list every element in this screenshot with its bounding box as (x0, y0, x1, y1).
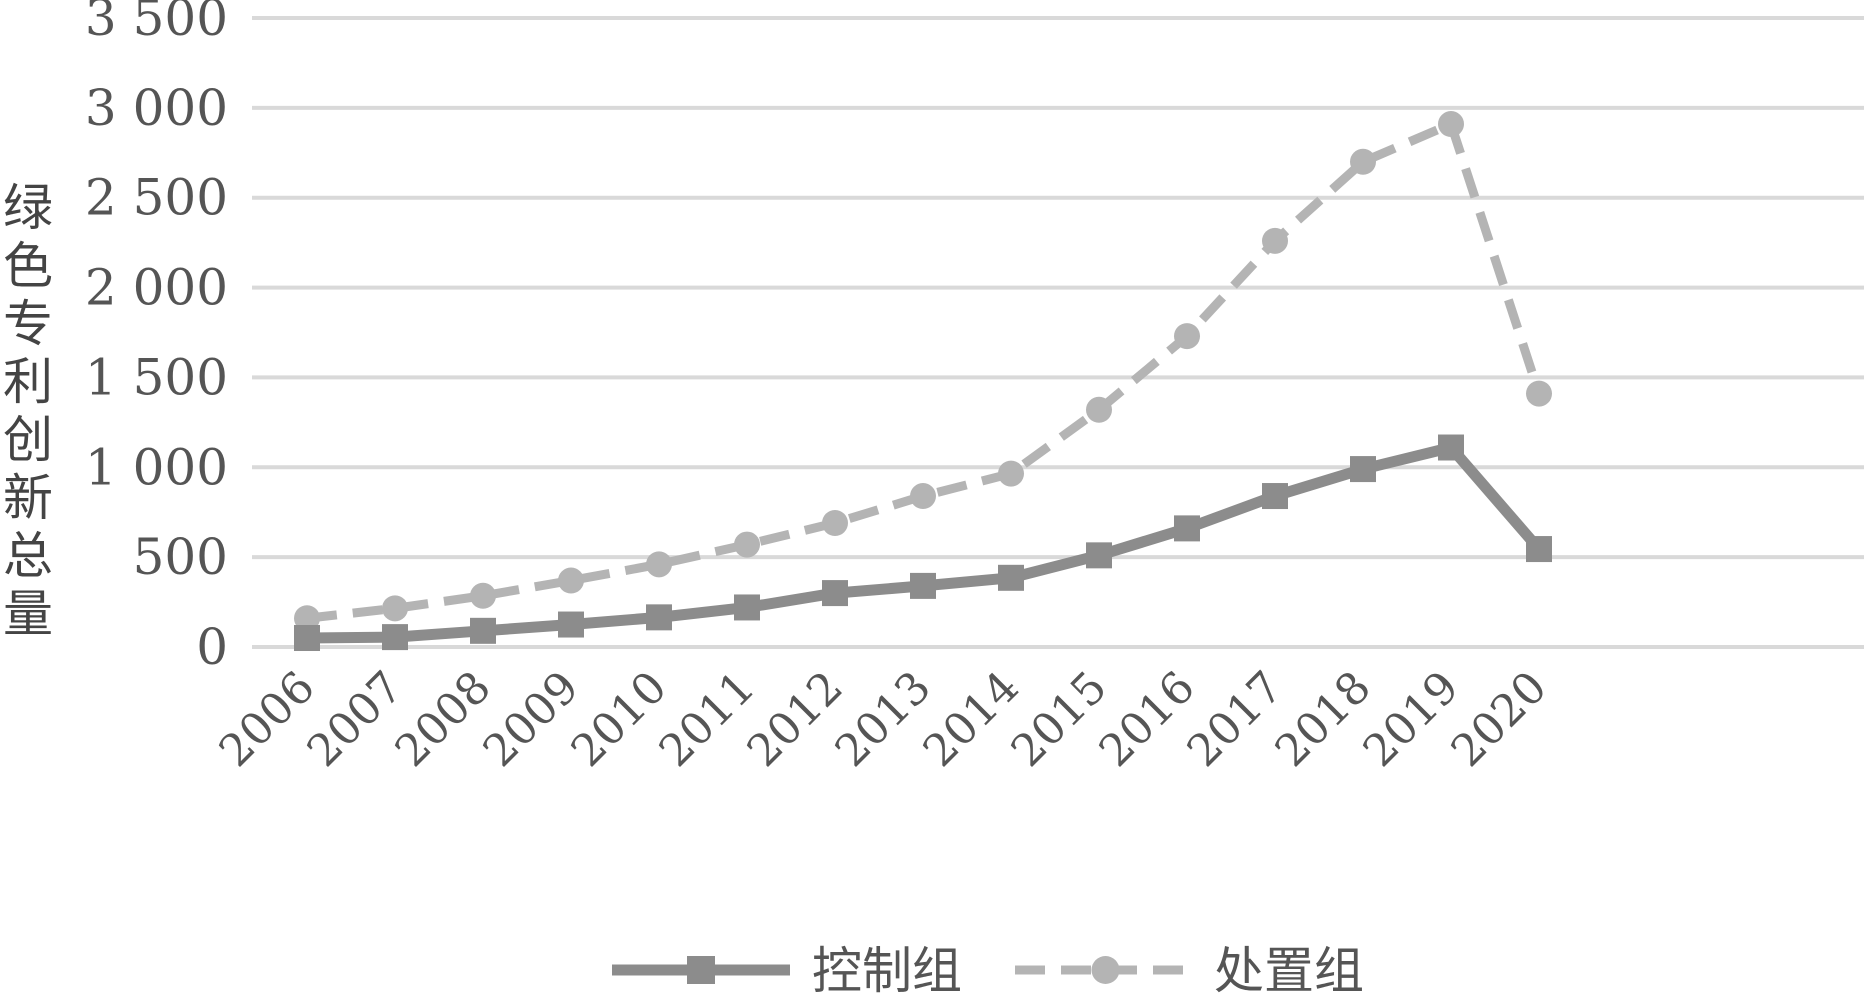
x-tick-label: 2020 (1442, 662, 1557, 777)
x-tick-label: 2015 (1002, 662, 1117, 777)
y-tick-label: 2 000 (85, 259, 228, 317)
y-tick-label: 2 500 (85, 169, 228, 227)
data-point (382, 624, 408, 651)
x-tick-label: 2008 (386, 662, 501, 777)
data-point (734, 594, 760, 621)
data-point (1350, 456, 1376, 483)
data-point (1262, 483, 1288, 510)
data-point (1174, 323, 1200, 350)
data-point (1262, 227, 1288, 254)
data-point (382, 595, 408, 622)
legend-label: 处置组 (1214, 942, 1364, 997)
data-point (470, 582, 496, 609)
data-point (1526, 536, 1552, 563)
x-tick-label: 2009 (474, 662, 589, 777)
legend-entry-1: 处置组 (1015, 942, 1364, 1000)
x-tick-label: 2010 (562, 662, 677, 777)
data-point (998, 564, 1024, 591)
data-point (998, 460, 1024, 487)
legend-entry-0: 控制组 (612, 942, 962, 1000)
legend: 控制组 处置组 (612, 942, 1364, 1000)
gridlines (252, 16, 1864, 649)
series-line (306, 119, 1544, 623)
x-tick-label: 2018 (1266, 662, 1381, 777)
data-point (1086, 542, 1112, 569)
y-tick-label: 3 500 (85, 0, 228, 47)
legend-marker (1091, 956, 1120, 984)
data-point (734, 531, 760, 558)
x-tick-label: 2011 (650, 662, 765, 777)
y-tick-label: 0 (196, 618, 228, 676)
y-tick-label: 500 (133, 528, 228, 586)
data-point (1350, 148, 1376, 175)
legend-label: 控制组 (812, 942, 962, 997)
data-point (470, 617, 496, 644)
data-point (1526, 380, 1552, 407)
x-tick-label: 2012 (738, 662, 853, 777)
data-point (910, 572, 936, 599)
data-point (1438, 434, 1464, 461)
x-tick-label: 2007 (298, 662, 413, 777)
x-tick-label: 2014 (914, 662, 1029, 777)
data-point (558, 567, 584, 594)
y-tick-label: 1 000 (85, 438, 228, 496)
data-point (910, 483, 936, 510)
y-tick-label: 3 000 (85, 79, 228, 137)
data-point (1174, 515, 1200, 542)
x-tick-label: 2019 (1354, 662, 1469, 777)
data-point (294, 625, 320, 652)
x-tick-label: 2013 (826, 662, 941, 777)
data-point (646, 604, 672, 631)
x-tick-label: 2006 (210, 662, 325, 777)
series-1 (294, 111, 1552, 632)
series-0 (294, 434, 1552, 652)
x-axis-ticks: 2006200720082009201020112012201320142015… (210, 662, 1557, 777)
y-axis-ticks: 0 500 1 000 1 500 2 000 2 500 3 000 3 500 (85, 0, 228, 676)
x-tick-label: 2017 (1178, 662, 1293, 777)
data-point (1438, 111, 1464, 138)
y-axis-title: 绿色专利创新总量 (3, 179, 53, 643)
y-axis-label: 绿色专利创新总量 (3, 179, 53, 643)
data-point (294, 605, 320, 632)
data-point (822, 509, 848, 536)
x-tick-label: 2016 (1090, 662, 1205, 777)
data-point (646, 551, 672, 578)
data-point (822, 580, 848, 607)
data-point (1086, 396, 1112, 423)
data-point (558, 611, 584, 638)
series (294, 111, 1552, 652)
legend-marker (687, 956, 715, 984)
y-tick-label: 1 500 (85, 348, 228, 406)
